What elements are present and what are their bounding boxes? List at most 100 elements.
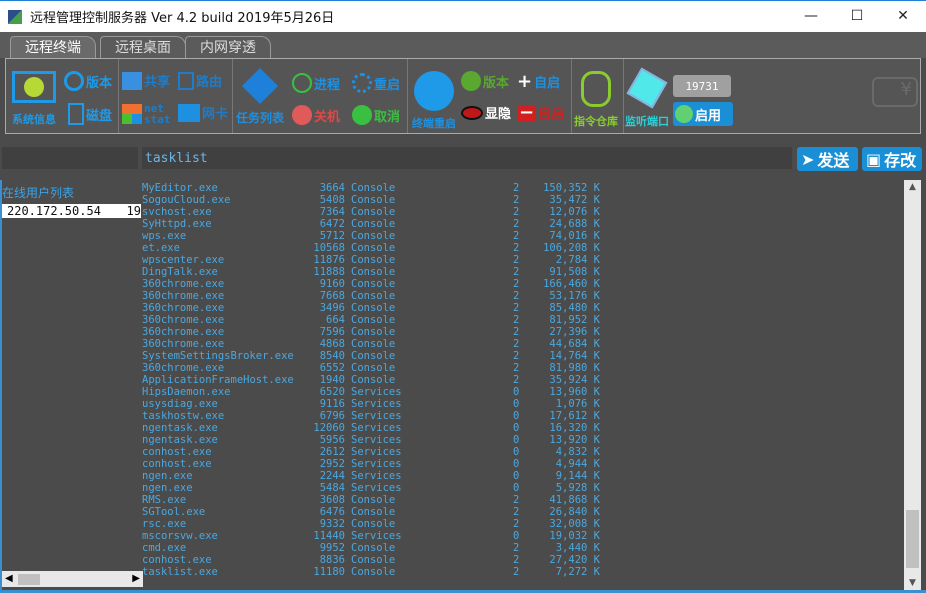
tab-intranet-tunnel[interactable]: 内网穿透 (185, 36, 271, 58)
process-name: rsc.exe (142, 518, 187, 530)
terminal-restart-button[interactable]: 终端重启 (412, 71, 456, 131)
horizontal-scrollbar[interactable]: ◀ ▶ (2, 571, 143, 587)
tiles-icon (122, 104, 142, 124)
process-row: 360chrome.exe 664 Console 2 81,952 K (141, 314, 905, 326)
process-name: conhost.exe (142, 458, 212, 470)
sysinfo-button[interactable]: 系统信息 (12, 71, 56, 127)
session-number: 0 (513, 410, 520, 422)
session-number: 2 (513, 554, 520, 566)
session-number: 2 (513, 326, 520, 338)
session-number: 0 (513, 530, 520, 542)
terminal-output: MyEditor.exe 3664 Console 2 150,352 K SogouCl… (141, 180, 905, 590)
scroll-thumb[interactable] (906, 510, 919, 568)
session-name: Console (351, 194, 396, 206)
process-row: rsc.exe 9332 Console 2 32,008 K (141, 518, 905, 530)
process-pid: 2244 (319, 470, 345, 482)
disk-button[interactable]: 磁盘 (68, 103, 112, 125)
session-name: Console (351, 518, 396, 530)
eye-icon (461, 105, 483, 120)
process-button[interactable]: 进程 (292, 73, 340, 93)
process-row: ngentask.exe 5956 Services 0 13,920 K (141, 434, 905, 446)
cmd-store-button[interactable]: 指令仓库 (574, 71, 618, 129)
process-row: wpscenter.exe 11876 Console 2 2,784 K (141, 254, 905, 266)
session-name: Console (351, 326, 396, 338)
minimize-button[interactable]: — (804, 8, 818, 24)
autostart-add-button[interactable]: + 自启 (517, 71, 561, 92)
session-number: 2 (513, 338, 520, 350)
route-button[interactable]: 路由 (178, 71, 222, 90)
nic-button[interactable]: 网卡 (178, 103, 228, 122)
process-pid: 10568 (313, 242, 345, 254)
netstat-button[interactable]: net stat (122, 103, 171, 125)
session-name: Console (351, 242, 396, 254)
memory-usage: 24,688 K (549, 218, 600, 230)
process-row: conhost.exe 8836 Console 2 27,420 K (141, 554, 905, 566)
info-icon (461, 71, 481, 91)
shutdown-button[interactable]: 关机 (292, 105, 340, 125)
close-button[interactable]: ✕ (897, 8, 909, 24)
session-number: 2 (513, 266, 520, 278)
restart-button[interactable]: 重启 (352, 73, 400, 93)
session-name: Console (351, 338, 396, 350)
vertical-scrollbar[interactable]: ▲ ▼ (904, 180, 921, 590)
process-pid: 5712 (319, 230, 345, 242)
process-pid: 2952 (319, 458, 345, 470)
command-input[interactable] (142, 147, 792, 169)
memory-usage: 13,920 K (549, 434, 600, 446)
process-row: 360chrome.exe 7596 Console 2 27,396 K (141, 326, 905, 338)
process-pid: 8836 (319, 554, 345, 566)
process-pid: 3608 (319, 494, 345, 506)
process-pid: 6476 (319, 506, 345, 518)
end-icon (292, 73, 312, 93)
process-row: DingTalk.exe 11888 Console 2 91,508 K (141, 266, 905, 278)
autostart-remove-button[interactable]: − 自启 (517, 101, 565, 123)
memory-usage: 74,016 K (549, 230, 600, 242)
process-pid: 9116 (319, 398, 345, 410)
save-button[interactable]: ▣ 存改 (862, 147, 922, 171)
monitor-icon (12, 71, 56, 103)
process-name: conhost.exe (142, 554, 212, 566)
send-button[interactable]: ➤ 发送 (797, 147, 858, 171)
process-pid: 3496 (319, 302, 345, 314)
process-name: ngentask.exe (142, 422, 218, 434)
client-version-button[interactable]: 版本 (461, 71, 509, 91)
process-pid: 12060 (313, 422, 345, 434)
memory-usage: 5,928 K (555, 482, 600, 494)
cancel-button[interactable]: 取消 (352, 105, 400, 125)
tasklist-button[interactable]: 任务列表 (236, 67, 284, 126)
process-pid: 1940 (319, 374, 345, 386)
process-pid: 6472 (319, 218, 345, 230)
memory-usage: 27,420 K (549, 554, 600, 566)
route-icon (178, 71, 194, 90)
version-button[interactable]: 版本 (64, 71, 112, 91)
session-number: 2 (513, 350, 520, 362)
process-name: taskhostw.exe (142, 410, 225, 422)
showhide-button[interactable]: 显隐 (461, 103, 511, 122)
memory-usage: 12,076 K (549, 206, 600, 218)
tab-bar: 远程终端 远程桌面 内网穿透 (0, 32, 926, 58)
process-name: 360chrome.exe (142, 326, 225, 338)
process-name: 360chrome.exe (142, 314, 225, 326)
memory-usage: 41,868 K (549, 494, 600, 506)
memory-usage: 4,832 K (555, 446, 600, 458)
toolbar: 系统信息 版本 磁盘 共享 路由 net stat 网卡 任务列表 进程 重启 关… (5, 58, 921, 134)
cube-icon (626, 67, 668, 109)
session-name: Services (351, 398, 402, 410)
command-prefix-field[interactable] (2, 147, 138, 169)
process-row: RMS.exe 3608 Console 2 41,868 K (141, 494, 905, 506)
tab-remote-desktop[interactable]: 远程桌面 (100, 36, 186, 58)
share-button[interactable]: 共享 (122, 71, 170, 90)
maximize-button[interactable]: ☐ (850, 8, 864, 24)
memory-usage: 1,076 K (555, 398, 600, 410)
scroll-down-icon[interactable]: ▼ (909, 578, 916, 588)
tab-remote-terminal[interactable]: 远程终端 (10, 36, 96, 58)
user-list-item[interactable]: 220.172.50.54 19 (2, 204, 141, 218)
session-number: 2 (513, 542, 520, 554)
share-icon (122, 71, 142, 90)
process-name: ApplicationFrameHost.exe (142, 374, 294, 386)
enable-button[interactable]: 启用 (673, 102, 733, 126)
port-input[interactable] (673, 75, 731, 97)
session-name: Console (351, 374, 396, 386)
scroll-up-icon[interactable]: ▲ (909, 182, 916, 192)
session-name: Console (351, 278, 396, 290)
